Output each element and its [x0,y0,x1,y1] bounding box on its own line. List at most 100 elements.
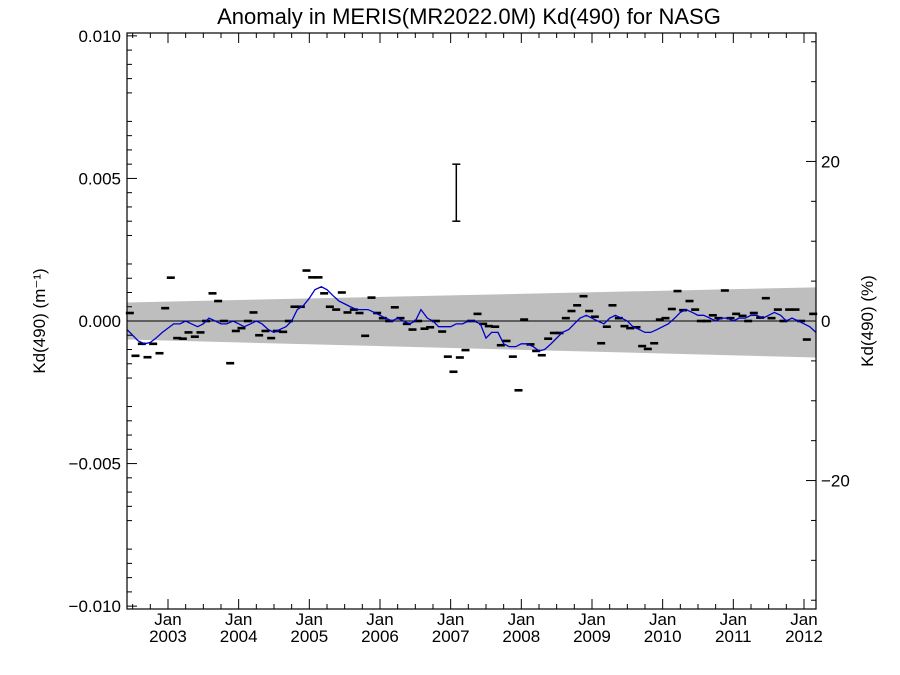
anomaly-marker-56 [455,356,464,359]
anomaly-marker-69 [532,349,541,353]
x-tick-label-year-1: 2004 [220,627,258,646]
x-tick-label-month-7: Jan [649,610,676,629]
anomaly-marker-14 [208,292,217,295]
anomaly-marker-6 [161,306,170,310]
anomaly-marker-114 [797,319,806,323]
x-tick-label-year-6: 2009 [573,627,611,646]
x-tick-label-year-4: 2007 [432,627,470,646]
anomaly-marker-103 [732,312,741,316]
anomaly-marker-67 [520,318,529,321]
x-tick-label-month-6: Jan [578,610,605,629]
anomaly-marker-23 [261,329,270,333]
y-axis-label-right: Kd(490) (%) [858,275,877,367]
anomaly-marker-85 [626,326,635,330]
anomaly-marker-19 [237,326,246,330]
anomaly-marker-39 [355,311,364,315]
anomaly-marker-81 [602,325,611,329]
anomaly-marker-109 [767,316,776,320]
anomaly-marker-99 [708,313,717,317]
anomaly-marker-113 [791,308,800,311]
anomaly-marker-91 [661,316,670,320]
anomaly-marker-94 [679,308,688,312]
anomaly-marker-0 [125,311,134,315]
plot-area: −0.010−0.0050.0000.0050.010−20020Jan2003… [69,27,850,646]
anomaly-marker-98 [703,319,712,323]
anomaly-marker-52 [431,319,440,323]
anomaly-marker-64 [502,339,511,343]
anomaly-marker-54 [443,355,452,358]
anomaly-marker-92 [667,307,676,311]
x-tick-label-month-8: Jan [720,610,747,629]
anomaly-marker-68 [526,343,535,346]
anomaly-marker-30 [302,269,311,272]
anomaly-marker-66 [514,388,523,392]
anomaly-marker-15 [214,299,223,303]
anomaly-marker-20 [243,319,252,323]
right-tick-label-0: −20 [821,472,850,491]
anomaly-marker-5 [155,351,164,355]
anomaly-marker-71 [544,337,553,340]
anomaly-marker-11 [190,335,199,338]
anomaly-marker-26 [279,330,288,334]
anomaly-marker-12 [196,331,205,334]
left-tick-label-4: 0.010 [78,27,121,46]
anomaly-marker-104 [738,314,747,318]
anomaly-marker-70 [537,353,546,357]
anomaly-marker-78 [585,309,594,313]
anomaly-marker-59 [473,312,482,316]
x-tick-label-year-7: 2010 [644,627,682,646]
anomaly-marker-90 [655,318,664,321]
anomaly-marker-17 [226,361,235,365]
x-tick-label-month-0: Jan [154,610,181,629]
anomaly-marker-27 [284,319,293,323]
anomaly-marker-106 [749,311,758,315]
x-tick-label-month-5: Jan [508,610,535,629]
x-tick-label-month-1: Jan [225,610,252,629]
anomaly-marker-2 [137,342,146,346]
anomaly-marker-3 [143,355,152,359]
anomaly-marker-45 [390,306,399,309]
anomaly-marker-50 [420,327,429,330]
anomaly-marker-18 [231,329,240,333]
anomaly-marker-96 [691,308,700,311]
x-tick-label-year-8: 2011 [715,627,752,646]
anomaly-marker-97 [696,319,705,323]
anomaly-marker-51 [426,325,435,329]
anomaly-marker-63 [496,343,505,347]
x-tick-label-month-4: Jan [437,610,464,629]
anomaly-marker-7 [166,276,175,279]
anomaly-marker-38 [349,308,358,311]
anomaly-marker-86 [632,325,641,329]
anomaly-marker-1 [131,354,140,358]
y-axis-label-left: Kd(490) (m⁻¹) [30,268,49,373]
left-tick-label-0: −0.010 [69,597,121,616]
left-tick-label-3: 0.005 [78,169,121,188]
anomaly-marker-34 [325,305,334,309]
anomaly-marker-22 [255,333,264,337]
x-tick-label-year-5: 2008 [502,627,540,646]
anomaly-marker-102 [726,316,735,320]
x-tick-label-month-3: Jan [366,610,393,629]
anomaly-marker-4 [149,342,158,346]
anomaly-marker-31 [308,276,317,279]
anomaly-marker-88 [643,347,652,351]
anomaly-marker-57 [461,348,470,352]
anomaly-marker-112 [785,308,794,311]
anomaly-marker-93 [673,289,682,293]
trend-band [127,287,816,358]
anomaly-marker-28 [290,305,299,309]
anomaly-marker-35 [332,308,341,311]
anomaly-marker-83 [614,316,623,320]
anomaly-marker-46 [396,316,405,320]
anomaly-marker-16 [219,319,228,323]
anomaly-marker-44 [385,319,394,323]
anomaly-marker-61 [484,324,493,328]
anomaly-marker-32 [314,276,323,279]
anomaly-marker-77 [579,294,588,298]
anomaly-marker-115 [802,338,811,341]
anomaly-marker-42 [373,311,382,315]
left-tick-label-1: −0.005 [69,455,121,474]
anomaly-marker-41 [367,296,376,299]
x-tick-label-year-0: 2003 [149,627,187,646]
